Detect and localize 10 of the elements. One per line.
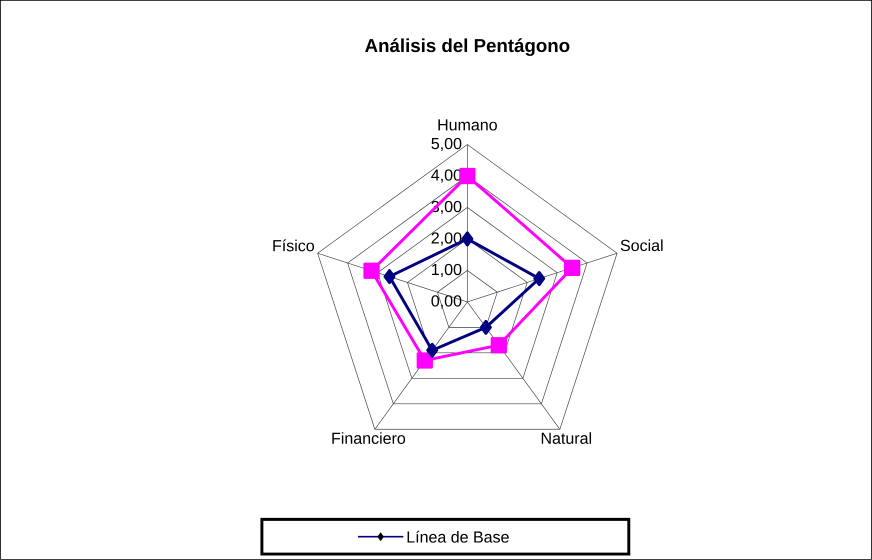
y-tick-label: 5,00 [431,138,462,152]
y-tick-label: 1,00 [432,264,462,278]
spoke-label: Natural [542,432,592,444]
legend-label: Línea de Base [408,530,509,543]
spoke-label: Financiero [332,432,406,444]
spoke-label: Humano [438,119,497,131]
spoke-label: Físico [273,239,314,252]
y-tick-label: 0,00 [431,295,462,309]
chart-title: Análisis del Pentágono [365,38,570,56]
spoke-label: Social [620,239,663,252]
